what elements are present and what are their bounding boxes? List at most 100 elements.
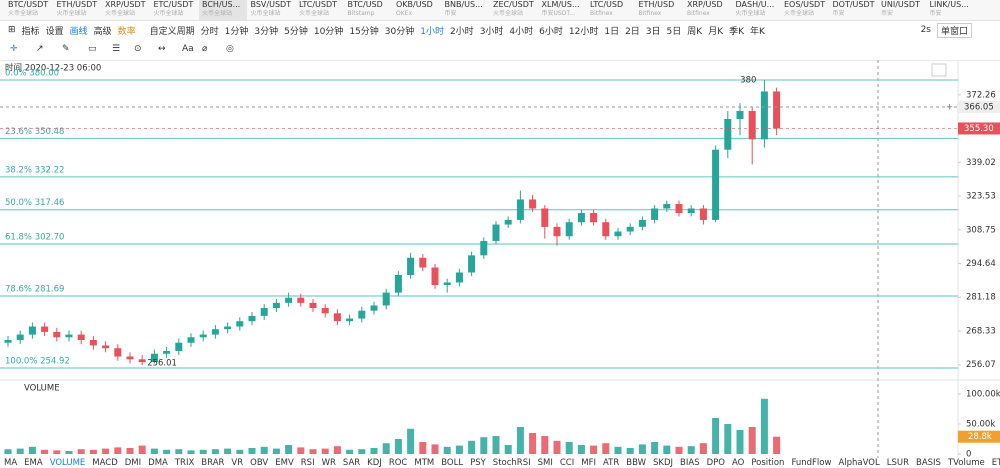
ticker-tab[interactable]: BTC/USD Bitstamp <box>345 0 393 20</box>
fib-tool[interactable]: ☰ <box>112 44 121 54</box>
indicator[interactable]: MA <box>4 458 18 468</box>
indicator[interactable]: BRAR <box>201 458 225 468</box>
pen-tool[interactable]: ✎ <box>62 44 70 54</box>
period[interactable]: 5分钟 <box>284 26 308 37</box>
period[interactable]: 1日 <box>604 26 620 37</box>
period[interactable]: 周K <box>687 26 703 37</box>
indicator[interactable]: AO <box>731 458 745 468</box>
indicator[interactable]: PSY <box>470 458 486 468</box>
y-tick-label: 281.18 <box>966 293 996 303</box>
ticker-tab[interactable]: XLM/US... 币安USDT... <box>539 0 587 20</box>
period[interactable]: 4小时 <box>509 26 534 37</box>
period[interactable]: 3日 <box>645 26 661 37</box>
period[interactable]: 10分钟 <box>313 26 344 37</box>
period[interactable]: 6小时 <box>539 26 563 37</box>
fullscreen-icon[interactable] <box>931 63 947 77</box>
ticker-tab[interactable]: ETH/USD Bitfinex <box>636 0 684 20</box>
period[interactable]: 1分钟 <box>224 26 249 37</box>
indicator[interactable]: TRIX <box>174 458 195 468</box>
period[interactable]: 12小时 <box>568 26 599 37</box>
period[interactable]: 30分钟 <box>384 26 415 37</box>
ticker-tab[interactable]: EOS/USDT 火币全球站 <box>781 0 829 20</box>
indicator[interactable]: RSI <box>300 458 315 468</box>
indicator[interactable]: MACD <box>92 458 118 468</box>
indicator[interactable]: SAR <box>342 458 361 468</box>
ticker-tab[interactable]: LTC/USD Bitfinex <box>587 0 635 20</box>
settings-button[interactable]: 设置 <box>45 26 64 37</box>
indicator[interactable]: EMV <box>275 458 294 468</box>
cursor-tool[interactable]: ✛ <box>10 44 18 54</box>
indicator[interactable]: VR <box>231 458 244 468</box>
draw-button[interactable]: 画线 <box>69 26 88 37</box>
indicator[interactable]: SKDJ <box>653 458 674 468</box>
indicator[interactable]: TVolume <box>947 458 985 468</box>
ticker-tab[interactable]: DOT/USDT 币安 <box>830 0 878 20</box>
ticker-tab[interactable]: ZEC/USDT 火币全球站 <box>490 0 538 20</box>
indicator[interactable]: VOLUME <box>49 458 86 468</box>
period[interactable]: 分时 <box>200 26 219 37</box>
indicator-button[interactable]: 指标 <box>21 26 40 37</box>
indicator[interactable]: ETBS <box>991 458 1000 468</box>
period[interactable]: 年K <box>750 26 765 37</box>
ticker-tab[interactable]: LTC/USDT 火币全球站 <box>296 0 344 20</box>
custom-period[interactable]: 自定义周期 <box>149 26 195 37</box>
indicator[interactable]: BBW <box>626 458 647 468</box>
indicator[interactable]: DPO <box>706 458 725 468</box>
period[interactable]: 3小时 <box>479 26 504 37</box>
period[interactable]: 3分钟 <box>254 26 279 37</box>
pattern-tool[interactable]: ⊙ <box>134 44 142 54</box>
indicator[interactable]: MFI <box>581 458 596 468</box>
indicator[interactable]: Position <box>751 458 785 468</box>
indicator[interactable]: ATR <box>602 458 620 468</box>
indicator[interactable]: OBV <box>250 458 269 468</box>
indicator[interactable]: BASIS <box>915 458 941 468</box>
indicator[interactable]: MTM <box>414 458 435 468</box>
indicator[interactable]: WR <box>321 458 336 468</box>
ticker-tab[interactable]: ETH/USDT 火币全球站 <box>54 0 102 20</box>
crosshair-icon[interactable]: ⊞ <box>8 25 16 35</box>
ticker-tab[interactable]: XRP/USD Bitfinex <box>684 0 732 20</box>
refresh[interactable]: 2s <box>920 25 931 35</box>
indicator[interactable]: CCI <box>559 458 575 468</box>
period[interactable]: 1小时 <box>420 26 444 37</box>
rect-tool[interactable]: ▭ <box>88 44 97 54</box>
line-tool[interactable]: ↗ <box>36 44 44 54</box>
advanced-button[interactable]: 高级 <box>93 26 112 37</box>
indicator[interactable]: DMA <box>148 458 168 468</box>
brush-tool[interactable]: ⌀ <box>202 44 208 54</box>
ticker-tab[interactable]: UNI/USDT 币安 <box>878 0 926 20</box>
rate-button[interactable]: 数率 <box>117 26 136 37</box>
period[interactable]: 5日 <box>666 26 682 37</box>
period[interactable]: 季K <box>729 26 744 37</box>
window-select[interactable]: 单窗口 <box>936 22 972 38</box>
candle-body <box>89 339 97 346</box>
period[interactable]: 15分钟 <box>349 26 379 37</box>
indicator[interactable]: EMA <box>24 458 43 468</box>
indicator[interactable]: DMI <box>124 458 142 468</box>
indicator[interactable]: SMI <box>537 458 553 468</box>
indicator[interactable]: FundFlow <box>791 458 832 468</box>
ticker-tab[interactable]: BTC/USDT 火币全球站 <box>5 0 53 20</box>
ticker-tab[interactable]: BNB/US... 币安 <box>442 0 490 20</box>
indicator[interactable]: BIAS <box>680 458 700 468</box>
ticker-tab[interactable]: DASH/U... 火币全球站 <box>733 0 781 20</box>
indicator[interactable]: StochRSI <box>492 458 531 468</box>
period[interactable]: 2日 <box>625 26 640 37</box>
indicator[interactable]: AlphaVOL <box>838 458 880 468</box>
candle-body <box>590 213 598 223</box>
ticker-tab[interactable]: ETC/USDT 火币全球站 <box>151 0 199 20</box>
eraser-tool[interactable]: ◎ <box>226 44 234 54</box>
indicator[interactable]: KDJ <box>367 458 382 468</box>
font-tool[interactable]: Aa <box>182 44 194 54</box>
ticker-tab[interactable]: LINK/US... 币安 <box>927 0 975 20</box>
ticker-tab[interactable]: XRP/USDT 火币全球站 <box>102 0 150 20</box>
measure-tool[interactable]: ↔ <box>158 44 166 54</box>
indicator[interactable]: ROC <box>388 458 408 468</box>
ticker-tab[interactable]: OKB/USD OKEx <box>393 0 441 20</box>
indicator[interactable]: BOLL <box>441 458 464 468</box>
period[interactable]: 月K <box>708 26 724 37</box>
ticker-tab[interactable]: BSV/USDT 火币全球站 <box>248 0 296 20</box>
period[interactable]: 2小时 <box>449 26 474 37</box>
indicator[interactable]: LSUR <box>886 458 909 468</box>
ticker-tab[interactable]: BCH/US... 火币全球站 <box>199 0 247 20</box>
